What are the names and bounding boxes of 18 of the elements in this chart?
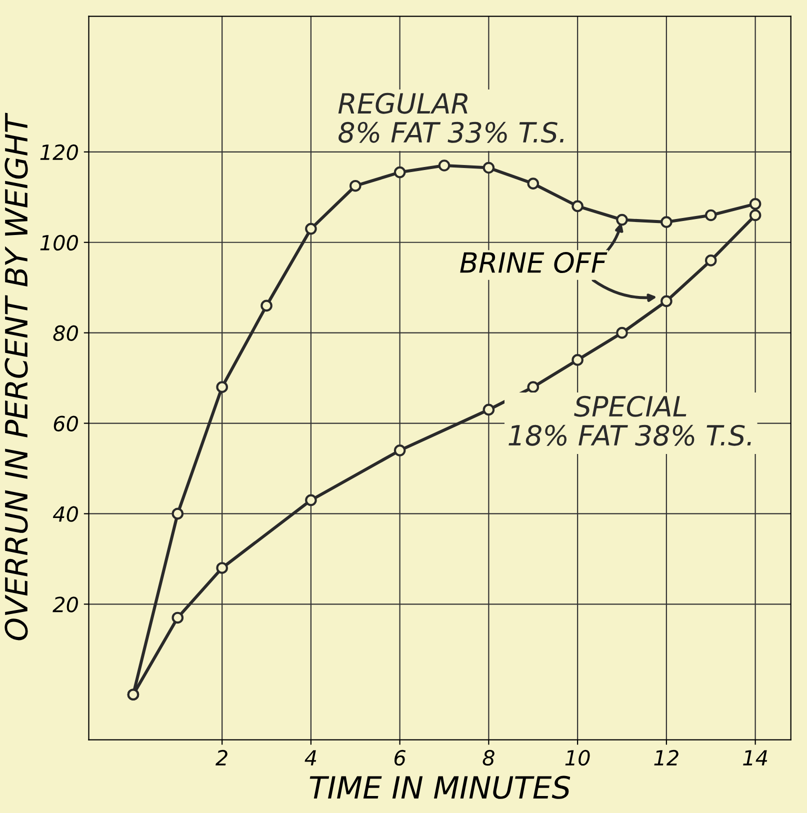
y-tick-label: 80 <box>53 325 78 342</box>
x-axis-title: TIME IN MINUTES <box>310 776 570 799</box>
annotation: BRINE OFF <box>460 252 608 274</box>
series-label: REGULAR 8% FAT 33% T.S. <box>338 92 564 143</box>
x-tick-label: 12 <box>654 750 678 766</box>
y-tick-label: 120 <box>40 144 78 160</box>
y-tick-label: 40 <box>52 506 78 522</box>
x-tick-label: 8 <box>482 750 494 766</box>
x-tick-label: 2 <box>216 750 228 766</box>
x-tick-label: 10 <box>565 750 590 766</box>
y-tick-label: 100 <box>40 234 78 251</box>
x-tick-label: 6 <box>394 750 406 766</box>
y-tick-label: 60 <box>54 416 78 432</box>
x-tick-label: 14 <box>743 750 768 766</box>
y-axis-title: OVERRUN IN PERCENT BY WEIGHT <box>4 112 28 640</box>
y-tick-label: 20 <box>52 596 78 612</box>
x-tick-label: 4 <box>304 750 316 766</box>
series-label: SPECIAL 18% FAT 38% T.S. <box>508 396 751 446</box>
